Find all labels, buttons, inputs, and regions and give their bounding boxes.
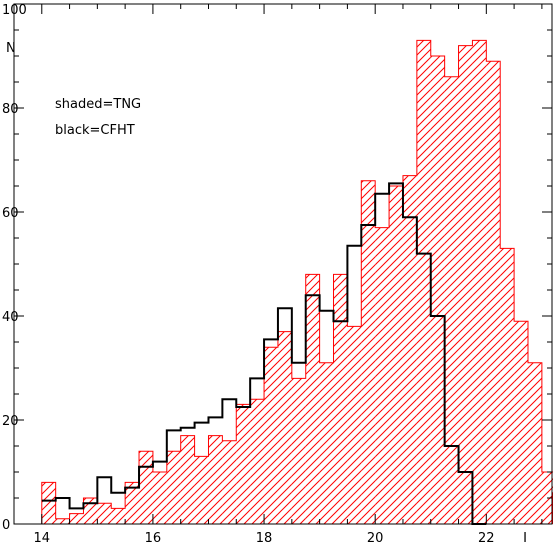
tng-bar <box>125 482 140 524</box>
tng-bar <box>430 56 445 524</box>
y-tick-label: 80 <box>2 102 19 117</box>
tng-bar <box>486 61 501 524</box>
tng-bar <box>180 435 195 524</box>
tng-bar <box>139 451 153 524</box>
x-tick-label: 22 <box>478 531 495 546</box>
y-tick-label: 100 <box>2 3 27 18</box>
tng-bar <box>41 482 56 524</box>
tng-bar <box>319 362 334 524</box>
x-tick-label: 18 <box>256 531 273 546</box>
y-tick-label: 20 <box>2 414 19 429</box>
axis-labels: 14 16 18 20 22 0 20 40 60 80 100 I N <box>2 3 527 546</box>
tng-bar <box>166 451 181 524</box>
tng-bar <box>333 274 348 524</box>
x-tick-label: 20 <box>367 531 384 546</box>
tng-bar <box>208 435 223 524</box>
tng-bar <box>83 498 98 524</box>
annotation-black: black=CFHT <box>55 123 135 138</box>
tng-bar <box>152 472 167 524</box>
tng-bar <box>55 518 70 524</box>
tng-bar <box>97 503 112 524</box>
y-tick-label: 60 <box>2 206 19 221</box>
axes <box>13 3 553 525</box>
tng-bar <box>222 440 237 524</box>
tng-bar <box>347 326 362 524</box>
tng-outline <box>41 39 553 524</box>
x-axis-label: I <box>523 531 527 546</box>
tng-bar <box>250 399 265 524</box>
tng-bar <box>472 40 487 525</box>
plot-area <box>41 39 553 525</box>
tng-bar <box>361 180 376 525</box>
y-tick-label: 0 <box>2 518 10 533</box>
tng-bar <box>69 513 84 524</box>
tng-bar <box>500 248 515 524</box>
x-tick-label: 16 <box>145 531 162 546</box>
tng-bar <box>194 456 209 524</box>
y-axis-label: N <box>6 41 16 56</box>
tng-bar <box>514 321 528 524</box>
tng-bar <box>264 347 278 524</box>
tng-bar <box>527 362 542 524</box>
tng-bar <box>305 274 320 524</box>
tng-bar <box>375 227 390 524</box>
tng-bar <box>458 45 473 524</box>
tng-bar <box>416 40 431 525</box>
tng-bar <box>389 186 403 524</box>
annotation-shaded: shaded=TNG <box>55 97 141 112</box>
tng-bar <box>277 331 292 524</box>
y-tick-label: 40 <box>2 310 19 325</box>
tng-bar <box>236 404 251 524</box>
tng-bar <box>444 76 459 525</box>
tng-bar <box>291 378 306 524</box>
tng-bar <box>111 508 126 524</box>
tng-bar <box>402 175 417 524</box>
cfht-line <box>41 182 487 525</box>
x-tick-label: 14 <box>34 531 51 546</box>
